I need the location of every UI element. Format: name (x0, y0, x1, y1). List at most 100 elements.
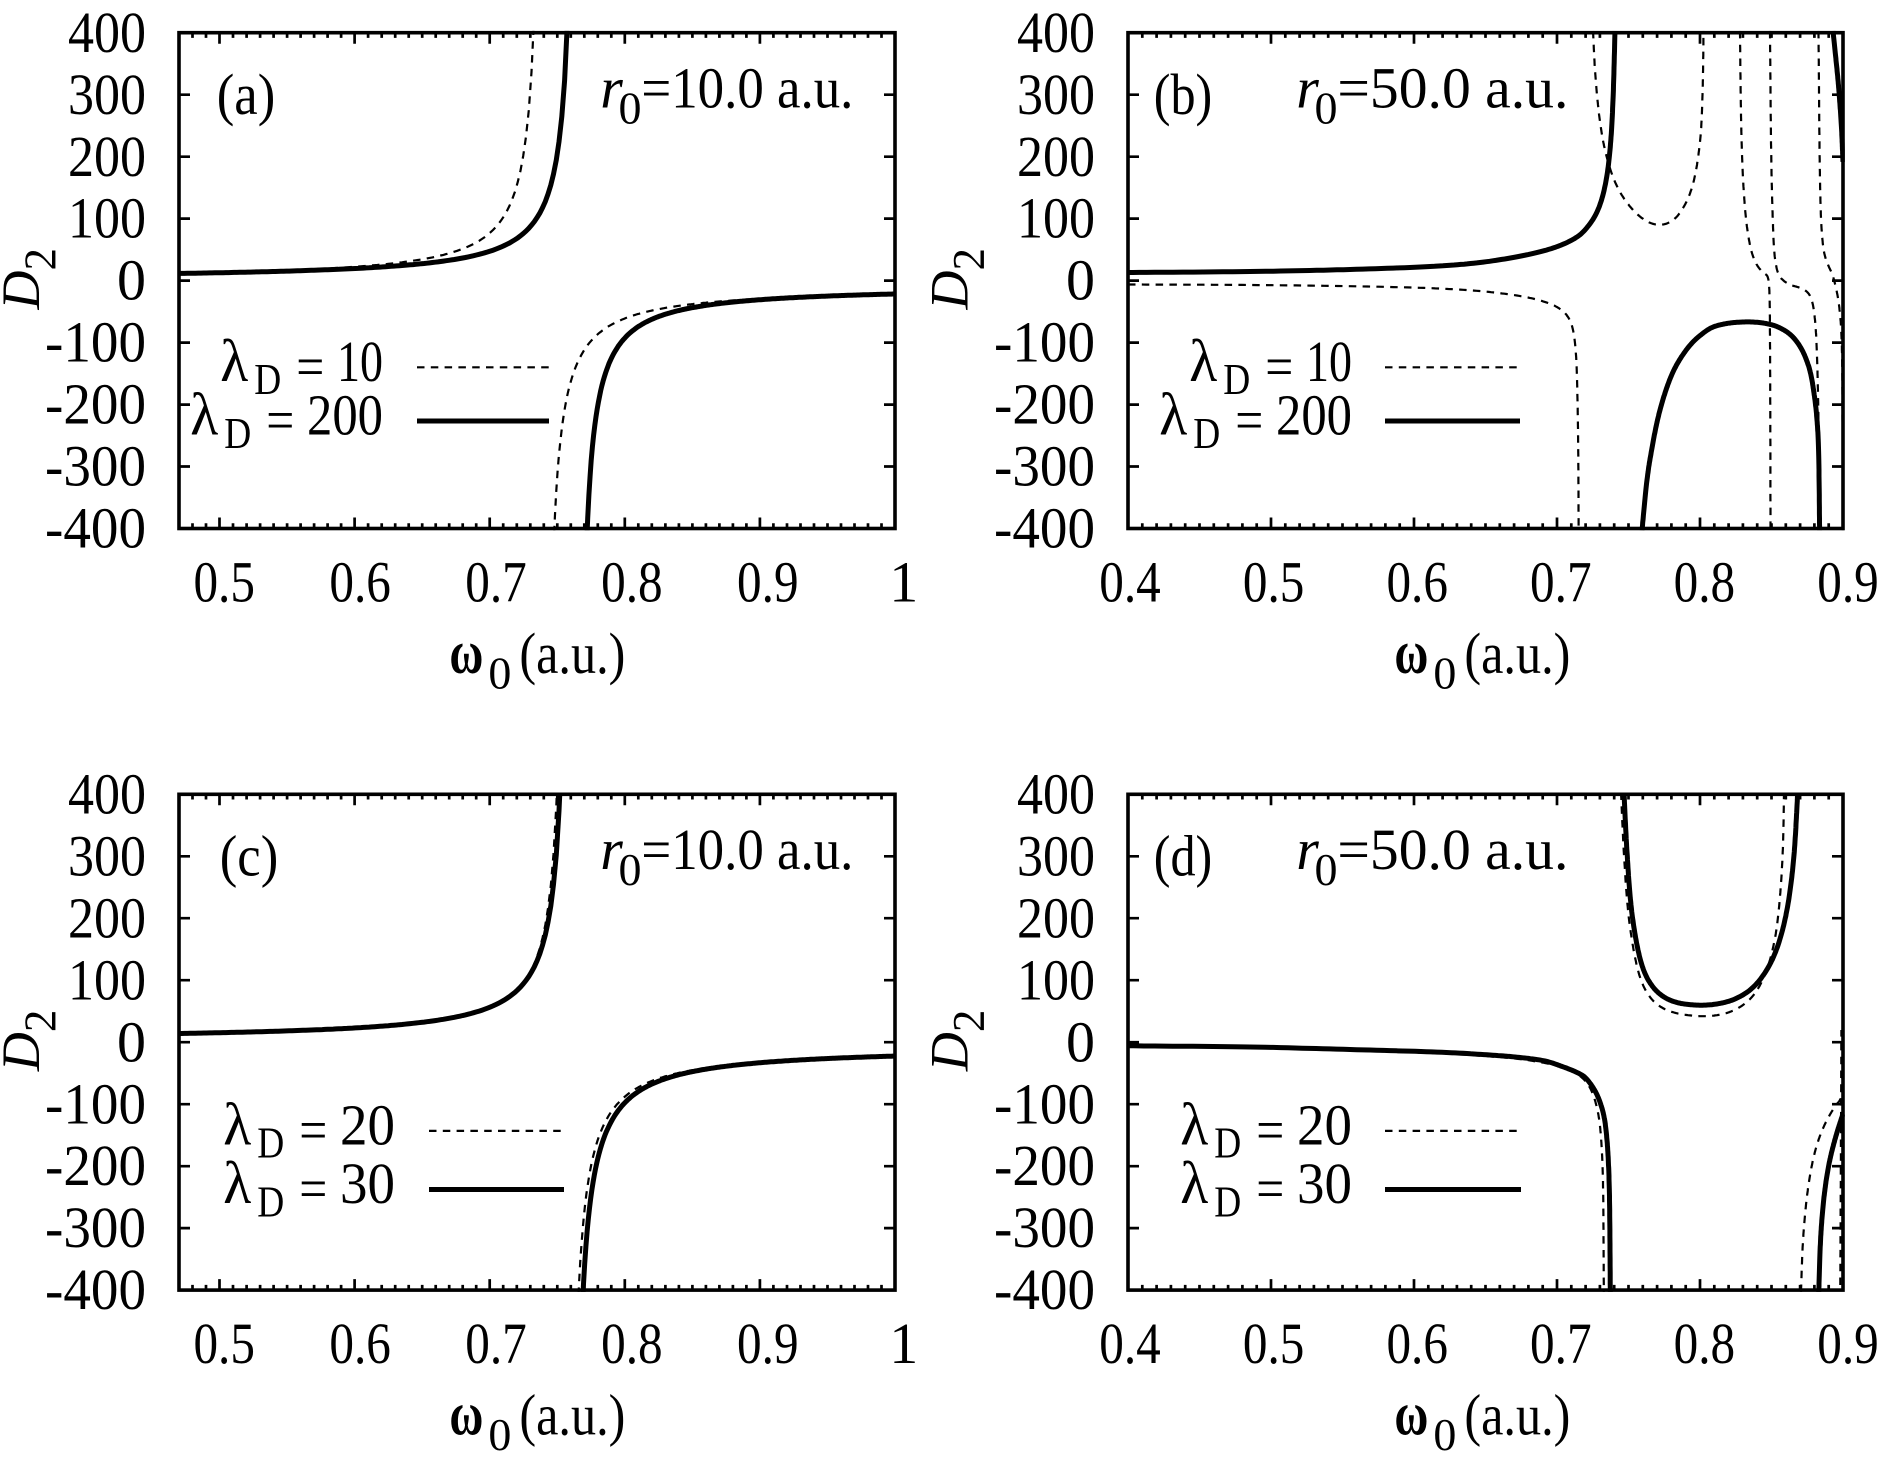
svg-text:=: = (266, 388, 294, 453)
svg-text:λ: λ (1180, 1150, 1208, 1216)
svg-text:D: D (920, 1032, 980, 1072)
svg-text:0: 0 (1315, 82, 1338, 133)
svg-text:0: 0 (117, 1009, 146, 1074)
svg-text:-200: -200 (994, 1133, 1095, 1198)
svg-text:1: 1 (889, 549, 918, 614)
svg-text:D: D (224, 409, 251, 458)
svg-text:0.6: 0.6 (329, 549, 391, 614)
svg-text:0: 0 (488, 1409, 511, 1460)
svg-text:0: 0 (1066, 248, 1095, 313)
svg-text:20: 20 (340, 1093, 395, 1158)
svg-text:-300: -300 (994, 1195, 1095, 1260)
svg-text:D: D (257, 1177, 284, 1226)
svg-text:D: D (1214, 1119, 1241, 1168)
svg-text:(d): (d) (1154, 824, 1213, 889)
svg-text:200: 200 (68, 885, 146, 950)
svg-text:0.8: 0.8 (601, 549, 663, 614)
svg-text:-200: -200 (45, 372, 146, 437)
svg-text:(a.u.): (a.u.) (1464, 1383, 1570, 1448)
svg-text:-300: -300 (994, 434, 1095, 499)
svg-text:D: D (0, 1032, 51, 1072)
svg-text:0.9: 0.9 (1817, 549, 1879, 614)
svg-text:0.5: 0.5 (193, 549, 255, 614)
svg-text:ω: ω (449, 1381, 483, 1449)
svg-text:=: = (296, 334, 324, 399)
svg-text:200: 200 (1276, 383, 1352, 448)
svg-text:λ: λ (220, 328, 248, 394)
svg-text:400: 400 (1017, 761, 1095, 826)
svg-text:0.7: 0.7 (465, 549, 527, 614)
svg-text:=10.0 a.u.: =10.0 a.u. (641, 817, 853, 882)
svg-text:0.8: 0.8 (1674, 1311, 1736, 1376)
svg-text:r: r (1296, 55, 1319, 120)
svg-text:0: 0 (1066, 1009, 1095, 1074)
svg-text:λ: λ (223, 1092, 251, 1158)
svg-text:-100: -100 (45, 1071, 146, 1136)
svg-text:0.5: 0.5 (193, 1311, 255, 1376)
svg-text:D: D (254, 355, 281, 404)
svg-text:100: 100 (68, 947, 146, 1012)
svg-text:0: 0 (1433, 1409, 1456, 1460)
svg-text:-100: -100 (45, 310, 146, 375)
svg-text:200: 200 (1017, 885, 1095, 950)
svg-text:(a.u.): (a.u.) (1464, 621, 1570, 686)
svg-text:0.7: 0.7 (1530, 549, 1592, 614)
svg-text:0: 0 (1433, 648, 1456, 699)
svg-text:=10.0 a.u.: =10.0 a.u. (641, 55, 853, 120)
svg-text:0.6: 0.6 (329, 1311, 391, 1376)
svg-text:0.9: 0.9 (737, 1311, 799, 1376)
svg-text:-300: -300 (45, 1195, 146, 1260)
svg-text:ω: ω (1394, 619, 1428, 687)
svg-text:0.6: 0.6 (1386, 1311, 1448, 1376)
svg-text:ω: ω (1394, 1381, 1428, 1449)
svg-text:=50.0 a.u.: =50.0 a.u. (1337, 817, 1568, 882)
svg-text:D: D (1214, 1177, 1241, 1226)
svg-text:2: 2 (944, 1010, 994, 1033)
svg-text:0: 0 (1315, 844, 1338, 895)
svg-text:0.7: 0.7 (465, 1311, 527, 1376)
svg-text:D: D (920, 271, 980, 311)
svg-text:-200: -200 (45, 1133, 146, 1198)
svg-text:2: 2 (944, 248, 994, 271)
svg-text:0: 0 (488, 648, 511, 699)
svg-text:=: = (299, 1156, 327, 1221)
svg-text:300: 300 (1017, 62, 1095, 127)
svg-text:-300: -300 (45, 434, 146, 499)
svg-text:100: 100 (1017, 947, 1095, 1012)
svg-text:2: 2 (15, 1010, 65, 1033)
svg-text:-400: -400 (994, 1257, 1095, 1322)
svg-text:-400: -400 (45, 1257, 146, 1322)
svg-text:(a.u.): (a.u.) (519, 1383, 625, 1448)
svg-text:λ: λ (223, 1150, 251, 1216)
svg-text:200: 200 (1017, 124, 1095, 189)
svg-text:-400: -400 (45, 496, 146, 561)
svg-text:(b): (b) (1154, 62, 1213, 127)
svg-text:30: 30 (1297, 1151, 1352, 1216)
svg-text:(a): (a) (217, 62, 276, 127)
svg-text:0.8: 0.8 (601, 1311, 663, 1376)
svg-text:300: 300 (68, 823, 146, 888)
svg-text:0.9: 0.9 (737, 549, 799, 614)
svg-text:0.6: 0.6 (1386, 549, 1448, 614)
svg-text:D: D (0, 271, 51, 311)
svg-text:0.9: 0.9 (1817, 1311, 1879, 1376)
svg-text:0: 0 (619, 82, 642, 133)
svg-text:=: = (1265, 334, 1293, 399)
svg-text:r: r (600, 817, 623, 882)
svg-text:D: D (1223, 355, 1250, 404)
svg-text:=: = (1256, 1098, 1284, 1163)
svg-text:0.5: 0.5 (1243, 1311, 1305, 1376)
svg-text:0.4: 0.4 (1099, 549, 1161, 614)
svg-text:λ: λ (1189, 328, 1217, 394)
svg-text:(a.u.): (a.u.) (519, 621, 625, 686)
svg-text:400: 400 (68, 761, 146, 826)
svg-text:0: 0 (619, 844, 642, 895)
svg-text:-200: -200 (994, 372, 1095, 437)
svg-text:=: = (299, 1098, 327, 1163)
svg-text:20: 20 (1297, 1093, 1352, 1158)
svg-text:ω: ω (449, 619, 483, 687)
svg-text:200: 200 (68, 124, 146, 189)
svg-text:D: D (257, 1119, 284, 1168)
svg-text:2: 2 (15, 248, 65, 271)
svg-text:1: 1 (889, 1311, 918, 1376)
